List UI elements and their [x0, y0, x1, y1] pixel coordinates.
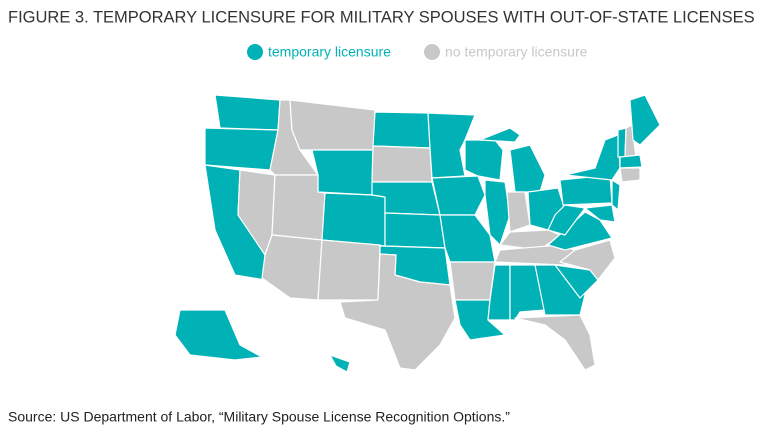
- state: [611, 179, 621, 211]
- state: [449, 261, 496, 301]
- state: [329, 354, 351, 373]
- state: [534, 264, 586, 316]
- state: [509, 144, 546, 193]
- state: [464, 139, 504, 181]
- state: [271, 174, 326, 241]
- state: [321, 192, 386, 247]
- legend-label: temporary licensure: [268, 44, 391, 60]
- state: [629, 94, 661, 146]
- source: Source: US Department of Labor, “Militar…: [8, 409, 510, 425]
- state: [317, 239, 381, 301]
- state: [431, 175, 486, 216]
- state: [371, 145, 433, 183]
- legend-swatch: [247, 44, 263, 60]
- state: [514, 314, 596, 371]
- state: [479, 127, 521, 143]
- state: [372, 111, 431, 149]
- state: [311, 149, 374, 196]
- state: [559, 239, 616, 281]
- state: [261, 234, 323, 301]
- legend-label: no temporary licensure: [445, 44, 588, 60]
- state: [339, 253, 456, 371]
- state: [289, 99, 376, 151]
- state: [584, 204, 616, 223]
- state: [214, 94, 281, 131]
- state: [427, 112, 476, 179]
- us-map: [174, 94, 661, 373]
- state: [204, 127, 279, 171]
- state: [619, 167, 641, 183]
- legend-swatch: [424, 44, 440, 60]
- state: [547, 204, 586, 236]
- state: [564, 134, 621, 181]
- state: [547, 211, 613, 251]
- title: FIGURE 3. TEMPORARY LICENSURE FOR MILITA…: [8, 8, 755, 26]
- state: [506, 191, 531, 233]
- state: [619, 154, 643, 169]
- state: [439, 214, 496, 263]
- state: [384, 212, 446, 249]
- state: [174, 309, 263, 361]
